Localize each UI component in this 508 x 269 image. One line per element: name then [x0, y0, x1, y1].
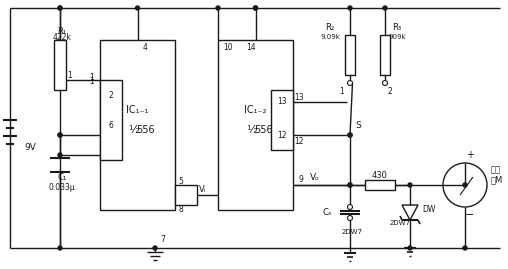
Circle shape [58, 246, 62, 250]
Text: 2DW7: 2DW7 [390, 220, 411, 226]
Circle shape [463, 183, 467, 187]
Text: IC₁₋₂: IC₁₋₂ [244, 105, 267, 115]
Text: Vₒ: Vₒ [310, 172, 320, 182]
Text: Cₓ: Cₓ [323, 208, 332, 217]
Text: R₂: R₂ [326, 23, 335, 31]
Circle shape [58, 6, 62, 10]
Text: 13: 13 [294, 93, 304, 101]
Text: Vᵢ: Vᵢ [199, 185, 207, 193]
Circle shape [58, 153, 62, 157]
Circle shape [383, 6, 387, 10]
Text: +: + [466, 150, 474, 160]
Text: 12: 12 [277, 130, 287, 140]
Circle shape [348, 183, 352, 187]
Text: 0.033μ: 0.033μ [49, 183, 75, 193]
Circle shape [253, 6, 258, 10]
Text: 5: 5 [179, 176, 183, 186]
Circle shape [348, 133, 352, 137]
Circle shape [216, 6, 220, 10]
Bar [54, 40, 66, 90]
Text: R₁: R₁ [57, 27, 67, 37]
Bar [175, 185, 197, 205]
Text: 2: 2 [388, 87, 392, 95]
Bar [218, 40, 293, 210]
Text: 12: 12 [294, 136, 304, 146]
Circle shape [347, 80, 353, 86]
Circle shape [348, 133, 352, 137]
Text: −: − [465, 210, 474, 220]
Circle shape [408, 183, 412, 187]
Text: 7: 7 [161, 235, 166, 245]
Text: 1: 1 [68, 72, 72, 80]
Text: 9: 9 [299, 175, 303, 185]
Circle shape [253, 6, 258, 10]
Text: 556: 556 [136, 125, 155, 135]
Circle shape [463, 246, 467, 250]
Text: 8: 8 [179, 204, 183, 214]
Circle shape [347, 215, 353, 221]
Text: S: S [355, 121, 361, 129]
Bar [100, 80, 122, 160]
Circle shape [408, 246, 412, 250]
Circle shape [348, 183, 352, 187]
Bar [345, 35, 355, 75]
Text: 2DW7: 2DW7 [341, 229, 363, 235]
Text: 422k: 422k [52, 34, 72, 43]
Circle shape [136, 6, 140, 10]
Bar [100, 40, 175, 210]
Text: 430: 430 [372, 171, 388, 179]
Circle shape [58, 133, 62, 137]
Text: 10: 10 [223, 44, 233, 52]
Circle shape [347, 204, 353, 210]
Text: DW: DW [422, 206, 435, 214]
Bar [271, 90, 293, 150]
Text: 1: 1 [89, 73, 94, 82]
Text: IC₁₋₁: IC₁₋₁ [126, 105, 149, 115]
Text: 556: 556 [254, 125, 273, 135]
Text: 2: 2 [109, 90, 113, 100]
Text: 13: 13 [277, 97, 287, 107]
Text: 1: 1 [340, 87, 344, 95]
Text: ½: ½ [128, 125, 139, 135]
Circle shape [58, 6, 62, 10]
Text: 9.09k: 9.09k [320, 34, 340, 40]
Text: 14: 14 [247, 44, 257, 52]
Text: 4: 4 [143, 44, 148, 52]
Text: 1: 1 [89, 77, 94, 87]
Text: 9V: 9V [24, 143, 36, 153]
Text: 指示: 指示 [491, 165, 501, 175]
Text: C₁: C₁ [57, 174, 67, 182]
Text: R₃: R₃ [393, 23, 401, 31]
Text: ½: ½ [246, 125, 257, 135]
Circle shape [58, 133, 62, 137]
Bar [365, 180, 395, 190]
Bar [380, 35, 390, 75]
Text: 6: 6 [109, 121, 113, 129]
Circle shape [383, 80, 388, 86]
Circle shape [153, 246, 157, 250]
Text: 909k: 909k [388, 34, 406, 40]
Circle shape [348, 6, 352, 10]
Text: 表M: 表M [491, 175, 503, 185]
